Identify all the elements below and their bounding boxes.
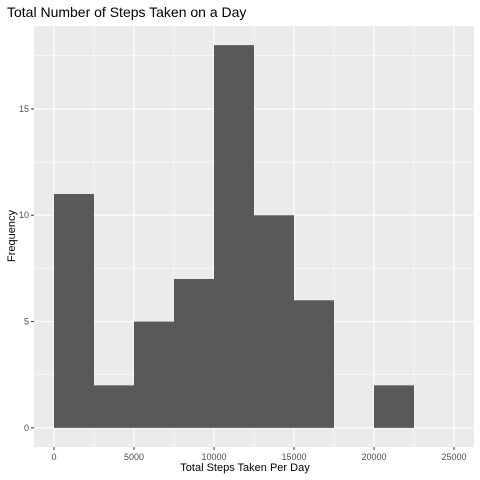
y-tick-label: 10 xyxy=(19,210,29,220)
x-axis-title: Total Steps Taken Per Day xyxy=(180,462,310,474)
histogram-bar xyxy=(254,215,294,428)
histogram-bar xyxy=(374,385,414,428)
x-tick-label: 25000 xyxy=(441,452,466,462)
y-axis-title: Frequency xyxy=(6,210,18,262)
x-tick-label: 0 xyxy=(51,452,56,462)
x-axis-ticks: 0 5000 10000 15000 20000 25000 xyxy=(51,447,467,462)
x-tick-label: 20000 xyxy=(361,452,386,462)
histogram-bar xyxy=(54,193,94,428)
y-axis-ticks: 0 5 10 15 xyxy=(19,104,34,433)
histogram-bar xyxy=(214,45,254,428)
y-tick-label: 5 xyxy=(24,317,29,327)
histogram-bar xyxy=(134,321,174,428)
histogram-bar xyxy=(94,385,134,428)
x-tick-label: 10000 xyxy=(201,452,226,462)
chart-title: Total Number of Steps Taken on a Day xyxy=(7,4,246,20)
y-tick-label: 15 xyxy=(19,104,29,114)
histogram-bar xyxy=(294,300,334,428)
histogram-bar xyxy=(174,279,214,428)
y-tick-label: 0 xyxy=(24,423,29,433)
bars xyxy=(54,45,414,428)
x-tick-label: 5000 xyxy=(124,452,144,462)
x-tick-label: 15000 xyxy=(281,452,306,462)
